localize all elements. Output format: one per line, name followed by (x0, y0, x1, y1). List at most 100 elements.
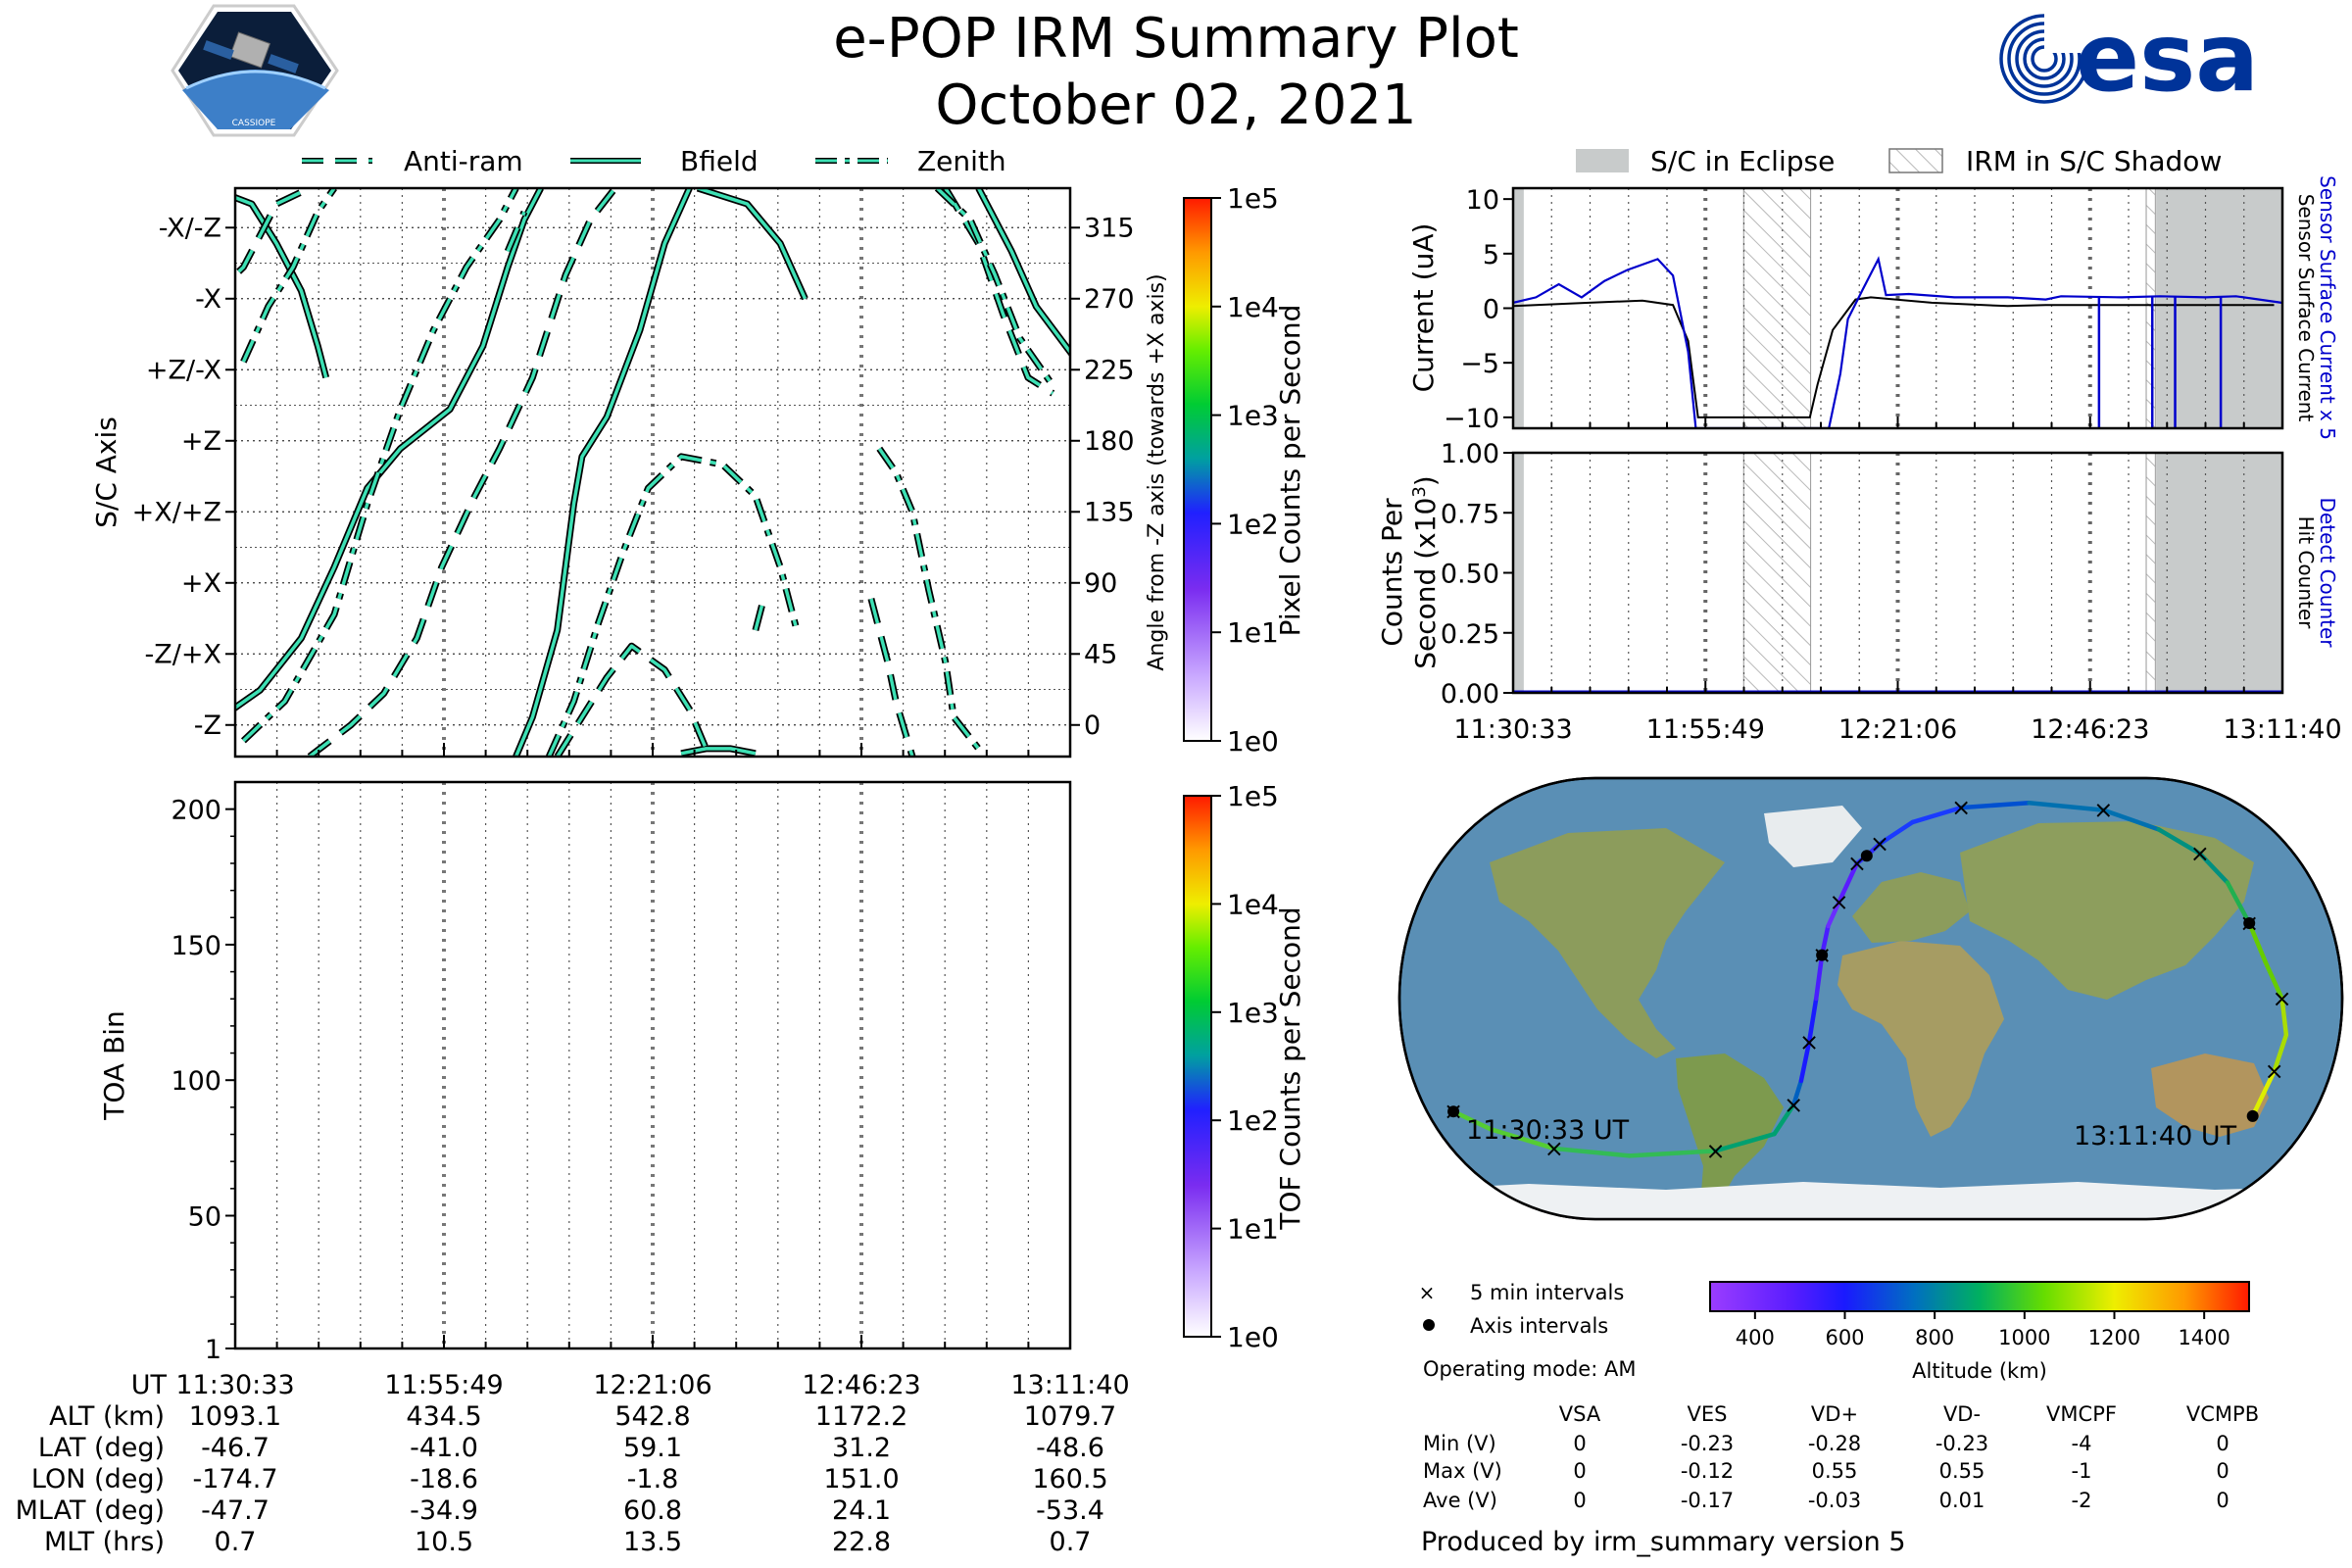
orbit-segment (2250, 1068, 2277, 1119)
orbit-segment (1488, 1126, 1557, 1152)
counts-xtick-label: 11:55:49 (1646, 714, 1765, 745)
orbit-segment (2272, 1032, 2289, 1074)
current-ytick-label: −5 (1460, 349, 1499, 379)
toa-ytick-label: 200 (171, 796, 221, 826)
orbit-cross-marker: × (2093, 797, 2113, 824)
orbit-axis-dot (1447, 1105, 1460, 1118)
trace-bfield-outline (696, 188, 808, 301)
sc-ytick-label: +X/+Z (132, 497, 221, 527)
toa-grid (276, 782, 1030, 1348)
voltage-row-label: Min (V) (1423, 1432, 1496, 1455)
header: e-POP IRM Summary Plot October 02, 2021 (833, 7, 1519, 137)
pixel-colorbar: 1e0 1e1 1e2 1e3 1e4 1e5 Pixel Counts per Seco… (1183, 182, 1306, 758)
table-row-label: MLAT (deg) (16, 1495, 165, 1526)
legend-item-zenith: Zenith (917, 145, 1006, 177)
counts-ytick-label: 1.00 (1441, 439, 1499, 469)
colorbar-tick-label: 1e2 (1227, 508, 1279, 540)
orbit-segment (2156, 827, 2203, 857)
counts-ytick-label: 0.75 (1441, 499, 1499, 529)
sc-axis-ticks: -Z -Z/+X +X +X/+Z +Z +Z/-X -X -X/-Z 0 45 90 135 180 2… (132, 213, 1135, 757)
operating-mode: Operating mode: AM (1423, 1357, 1636, 1381)
altitude-colorbar-label: Altitude (km) (1912, 1359, 2047, 1383)
counts-ylabel-1: Counts Per (1376, 498, 1408, 647)
tof-colorbar: 1e0 1e1 1e2 1e3 1e4 1e5 TOF Counts per Second (1183, 780, 1306, 1353)
colorbar-tick-label: 1e0 (1227, 725, 1279, 758)
trace-antiram (506, 211, 526, 253)
counts-xtick-label: 12:46:23 (2031, 714, 2149, 745)
table-cell: -34.9 (410, 1495, 478, 1526)
pixel-colorbar-label: Pixel Counts per Second (1274, 305, 1306, 637)
sc-axis-grid (235, 188, 1070, 757)
altitude-tick-label: 600 (1825, 1326, 1864, 1349)
table-cell: 11:30:33 (175, 1370, 294, 1400)
voltage-row-label: Max (V) (1423, 1459, 1502, 1483)
colorbar-tick-label: 1e2 (1227, 1104, 1279, 1137)
orbit-segment (1813, 953, 1825, 1002)
voltage-cell: -0.03 (1808, 1489, 1861, 1512)
trace-bfield (235, 195, 328, 378)
orbit-axis-dot (2246, 1109, 2259, 1122)
trace-zenith (547, 455, 799, 757)
legend-item-bfield: Bfield (680, 145, 759, 177)
esa-logo-text: esa (2076, 3, 2259, 113)
voltage-cell: -4 (2072, 1432, 2092, 1455)
legend-axis-label: Axis intervals (1470, 1314, 1608, 1338)
table-row-label: ALT (km) (49, 1401, 165, 1432)
legend-5min-label: 5 min intervals (1470, 1281, 1624, 1304)
sc-y2tick-label: 180 (1084, 426, 1135, 457)
sc-axis-traces (235, 188, 1070, 757)
orbit-segment (1790, 1078, 1804, 1107)
table-cell: 59.1 (623, 1433, 682, 1463)
orbit-cross-marker: × (1830, 888, 1849, 915)
orbit-segment (1713, 1131, 1777, 1153)
current-ytick-label: −10 (1444, 404, 1499, 434)
current-background (1513, 187, 2282, 429)
orbit-cross-marker: × (1870, 830, 1889, 858)
sc-y2tick-label: 0 (1084, 710, 1101, 741)
voltage-header: VD+ (1811, 1402, 1858, 1426)
table-cell: 1172.2 (815, 1401, 907, 1432)
counts-right-label-2: Hit Counter (2294, 516, 2318, 629)
counts-panel: 0.00 0.25 0.50 0.75 1.00 11:30:33 11:55:49 12:2… (1376, 439, 2342, 745)
legend-item-shadow: IRM in S/C Shadow (1966, 145, 2222, 177)
orbit-cross-marker: × (1951, 794, 1971, 821)
voltage-cell: 0.55 (1812, 1459, 1858, 1483)
current-ytick-label: 0 (1483, 295, 1499, 325)
sc-axis-y2label: Angle from -Z axis (towards +X axis) (1145, 273, 1169, 670)
orbit-map: ××××××××××××××× 11:30:33 UT 13:11:40 UT (1397, 776, 2344, 1221)
table-cell: 22.8 (832, 1527, 891, 1557)
orbit-segment (1837, 882, 1849, 905)
table-cell: 13.5 (623, 1527, 682, 1557)
voltage-row-label: Ave (V) (1423, 1489, 1497, 1512)
voltage-header: VES (1688, 1402, 1728, 1426)
orbit-cross-marker: × (2265, 1057, 2284, 1085)
orbit-start-label: 11:30:33 UT (1466, 1115, 1630, 1146)
table-cell: 542.8 (614, 1401, 690, 1432)
trace-bfield (697, 188, 808, 300)
trace-bfield (235, 188, 543, 710)
voltage-cell: -0.23 (1681, 1432, 1734, 1455)
voltage-cell: -0.23 (1936, 1432, 1988, 1455)
orbit-segment (1627, 1149, 1718, 1158)
altitude-colorbar-ticks: 400 600 800 1000 1200 1400 (1736, 1311, 2230, 1349)
table-cell: 151.0 (823, 1464, 899, 1494)
current-ytick-label: 10 (1466, 185, 1499, 216)
pixel-colorbar-ticks: 1e0 1e1 1e2 1e3 1e4 1e5 (1211, 182, 1279, 758)
orbit-cross-marker: × (1705, 1137, 1725, 1164)
sc-axis-ylabel: S/C Axis (90, 416, 122, 528)
table-row-label: UT (131, 1370, 168, 1400)
eclipse-band (1513, 453, 1524, 693)
voltage-cell: 0 (1573, 1432, 1586, 1455)
orbit-cross-marker: × (1544, 1135, 1564, 1162)
cassiope-logo: CASSIOPE (171, 4, 339, 137)
orbit-track: ××××××××××××××× (1444, 794, 2292, 1164)
table-cell: 13:11:40 (1010, 1370, 1129, 1400)
colorbar-tick-label: 1e3 (1227, 997, 1279, 1029)
orbit-axis-dot (2243, 917, 2256, 930)
sc-y2tick-label: 225 (1084, 355, 1135, 385)
map-land (1399, 806, 2342, 1219)
colorbar-tick-label: 1e4 (1227, 888, 1279, 920)
voltage-cell: -0.17 (1681, 1489, 1734, 1512)
current-right-label-1: Sensor Surface Current x 5 (2316, 175, 2339, 440)
colorbar-tick-label: 1e1 (1227, 1213, 1279, 1246)
